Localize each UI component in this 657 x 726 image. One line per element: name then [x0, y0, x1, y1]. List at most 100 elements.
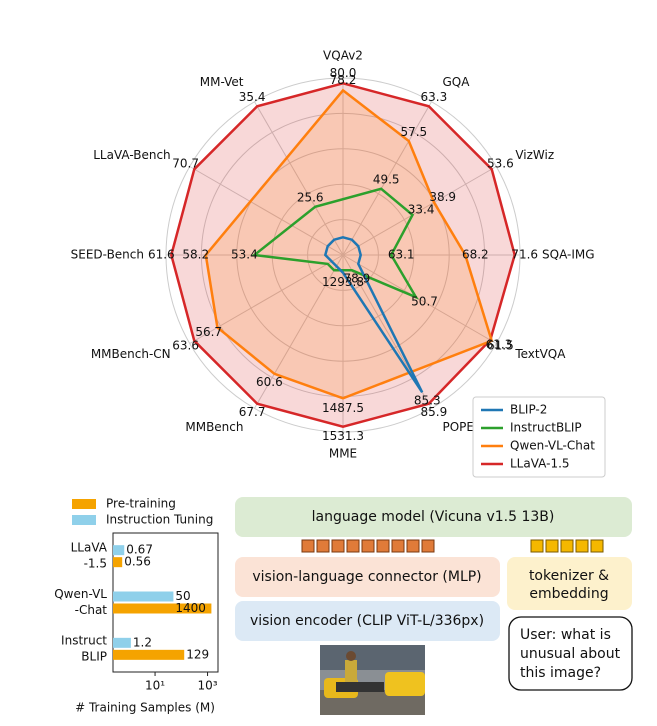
vision-encoder-label: vision encoder (CLIP ViT-L/336px) [250, 613, 484, 629]
axis-label: VizWiz [515, 148, 554, 162]
value-label: 0.56 [124, 555, 151, 569]
axis-label: LLaVA-Bench [93, 148, 170, 162]
value-label: 61.5 [487, 338, 514, 352]
axis-label: MMBench-CN [91, 347, 171, 361]
spoke [254, 254, 344, 409]
category-label: Qwen-VL [54, 587, 107, 601]
axis-label: POPE [443, 420, 475, 434]
connector-label: vision-language connector (MLP) [252, 569, 481, 585]
axis-label: MM-Vet [200, 75, 244, 89]
bar [113, 557, 123, 568]
tokenizer-label: embedding [529, 586, 608, 602]
value-label: 49.5 [373, 173, 400, 187]
series-polygon [170, 82, 516, 428]
value-label: 67.7 [239, 405, 266, 419]
legend-swatch [72, 515, 96, 525]
value-label: 50 [175, 589, 190, 603]
value-label: 63.6 [172, 338, 199, 352]
legend-label: LLaVA-1.5 [510, 457, 570, 471]
legend-swatch [72, 499, 96, 509]
user-query: User: what is [520, 627, 611, 643]
bar [113, 649, 185, 660]
spoke [342, 166, 497, 256]
value-label: 58.2 [182, 248, 209, 262]
legend-label: BLIP-2 [510, 403, 547, 417]
value-label: 1531.3 [322, 429, 364, 443]
axis-label: VQAv2 [323, 49, 363, 63]
series-polygon [251, 187, 419, 300]
axis-label: SQA-IMG [542, 248, 595, 262]
legend-label: Pre-training [106, 497, 176, 511]
category-label: Instruct [61, 633, 107, 647]
value-label: 85.3 [414, 393, 441, 407]
value-label: 57.5 [400, 125, 427, 139]
spoke [342, 254, 497, 344]
legend-label: InstructBLIP [510, 421, 582, 435]
value-label: 56.7 [195, 325, 222, 339]
value-label: 53.6 [487, 157, 514, 171]
bar [113, 603, 212, 614]
value-label: 68.2 [462, 248, 489, 262]
value-label: 78.2 [330, 73, 357, 87]
category-label: -Chat [75, 603, 108, 617]
axis-label: SEED-Bench [71, 248, 144, 262]
value-label: 38.9 [429, 190, 456, 204]
visual-tokens [301, 539, 435, 553]
value-label: 85.9 [420, 405, 447, 419]
value-label: 63.3 [420, 90, 447, 104]
value-label: 1.2 [133, 635, 152, 649]
plot-frame [112, 532, 219, 673]
vision-encoder-box [235, 601, 500, 641]
input-image [320, 645, 425, 715]
x-axis-title: # Training Samples (M) [75, 701, 215, 715]
user-bubble [508, 616, 633, 691]
x-tick-label: 10³ [198, 679, 218, 693]
value-label: 1487.5 [322, 401, 364, 415]
user-query: unusual about [520, 646, 621, 662]
value-label: 70.7 [172, 157, 199, 171]
value-label: 25.6 [297, 191, 324, 205]
value-label: 53.4 [231, 248, 258, 262]
value-label: 33.4 [408, 202, 435, 216]
spoke [189, 254, 344, 344]
language-model-label: language model (Vicuna v1.5 13B) [312, 509, 555, 525]
value-label: 1293.8 [322, 275, 364, 289]
bar [113, 637, 131, 648]
value-label: 63.1 [388, 248, 415, 262]
user-query: this image? [520, 665, 601, 681]
spoke [342, 101, 432, 256]
value-label: 78.9 [343, 271, 370, 285]
value-label: 1400 [175, 601, 206, 615]
axis-label: TextVQA [514, 347, 566, 361]
category-label: BLIP [81, 649, 107, 663]
value-label: 80.0 [330, 66, 357, 80]
axis-label: MME [329, 447, 357, 461]
x-tick-label: 10¹ [145, 679, 165, 693]
value-label: 61.6 [148, 248, 175, 262]
legend-label: Qwen-VL-Chat [510, 439, 595, 453]
value-label: 50.7 [411, 295, 438, 309]
category-label: -1.5 [84, 557, 107, 571]
value-label: 0.67 [126, 543, 153, 557]
bar [113, 545, 125, 556]
legend-box [472, 396, 606, 478]
value-label: 61.3 [486, 338, 513, 352]
series-polygon [323, 236, 424, 393]
text-tokens [530, 539, 604, 553]
connector-box [235, 557, 500, 597]
tokenizer-label: tokenizer & [529, 568, 609, 584]
category-label: LLaVA [71, 541, 108, 555]
tokenizer-box [507, 557, 632, 610]
value-label: 129 [186, 647, 209, 661]
axis-label: GQA [443, 75, 471, 89]
spoke [254, 101, 344, 256]
value-label: 60.6 [256, 375, 283, 389]
axis-label: MMBench [185, 420, 243, 434]
spoke [189, 166, 344, 256]
series-polygon [204, 88, 494, 400]
legend-label: Instruction Tuning [106, 513, 213, 527]
language-model-box [235, 497, 632, 537]
value-label: 35.4 [239, 90, 266, 104]
